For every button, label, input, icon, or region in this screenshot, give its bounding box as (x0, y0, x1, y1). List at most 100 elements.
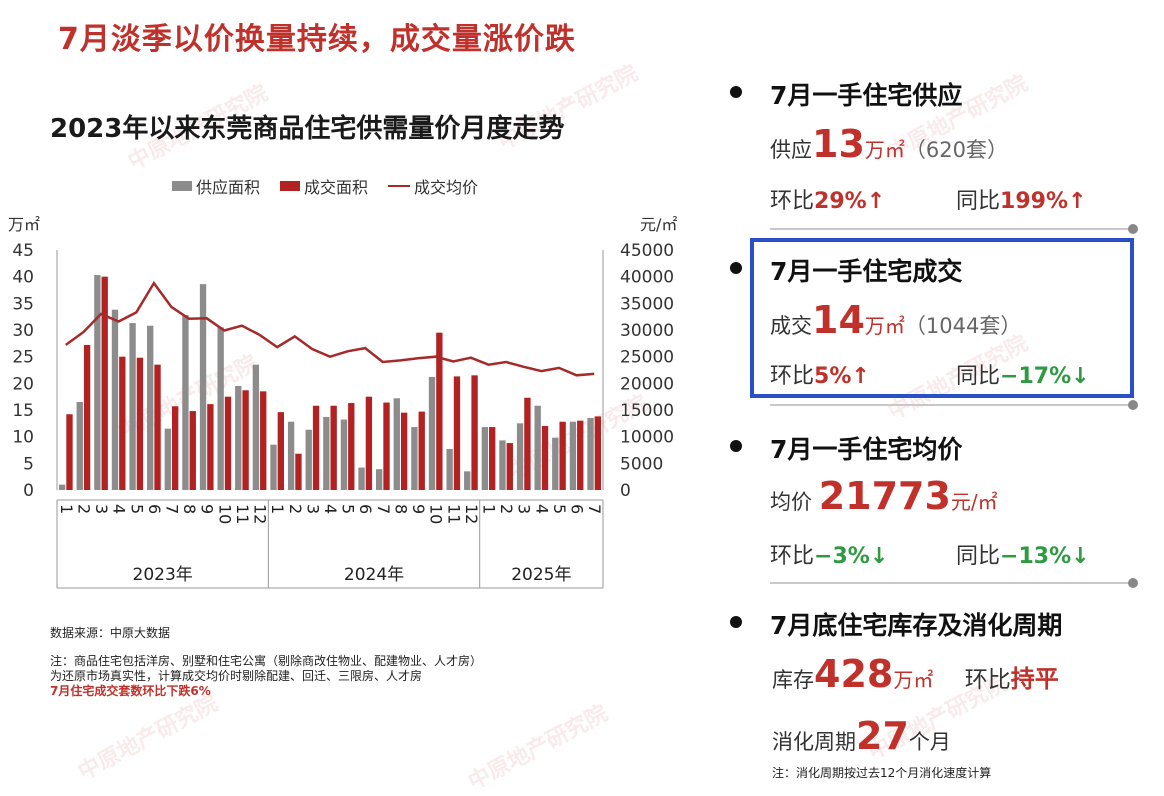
deal-bar (541, 426, 549, 490)
supply-yoy-label: 同比 (956, 189, 1001, 214)
stock-prefix: 库存 (772, 668, 814, 692)
deal-bar (559, 421, 566, 490)
x-tick-label: 3 (303, 504, 322, 514)
x-tick-label: 10 (215, 504, 234, 524)
arrow-up-icon: ↑ (866, 189, 886, 214)
deal-bar (312, 405, 320, 490)
cycle-line: 消化周期27个月 (772, 714, 951, 758)
x-tick-label: 5 (550, 504, 569, 514)
supply-extra: （620套） (904, 138, 1008, 162)
y-right-tick-label: 20000 (620, 374, 674, 394)
y-right-tick-label: 10000 (620, 428, 674, 448)
stock-mom-value: 持平 (1010, 665, 1059, 693)
supply-bar (58, 484, 66, 490)
x-tick-label: 12 (462, 504, 481, 524)
supply-mom-value: 29% (814, 189, 867, 214)
price-unit: 元/㎡ (950, 490, 998, 514)
x-tick-label: 3 (92, 504, 111, 514)
note-highlight: 7月住宅成交套数环比下跌6% (50, 684, 211, 698)
deal-bar (171, 406, 179, 490)
arrow-down-icon: ↓ (1071, 544, 1090, 569)
deal-bar (524, 397, 531, 490)
y-left-tick-label: 40 (12, 268, 34, 288)
deal-yoy-label: 同比 (956, 364, 1001, 389)
bullet-icon (730, 440, 742, 452)
supply-value-line: 供应13万㎡（620套） (770, 122, 1008, 166)
deal-bar (471, 375, 478, 490)
notes: 注：商品住宅包括洋房、别墅和住宅公寓（剔除商改住物业、配建物业、人才房） 为还原… (50, 654, 482, 699)
chart-title: 2023年以来东莞商品住宅供需量价月度走势 (50, 114, 565, 144)
supply-bar (358, 467, 365, 490)
divider (770, 404, 1130, 406)
x-tick-label: 1 (480, 504, 499, 514)
price-yoy-value: −13% (1000, 544, 1072, 569)
supply-bar (428, 376, 436, 490)
arrow-up-icon: ↑ (851, 364, 870, 389)
supply-bar (323, 416, 330, 490)
supply-bar (305, 429, 312, 490)
y-right-tick-label: 30000 (620, 321, 674, 341)
stock-title: 7月底住宅库存及消化周期 (770, 611, 1063, 640)
supply-bar (76, 402, 83, 490)
price-line (65, 280, 595, 377)
supply-bar (552, 437, 559, 490)
y-right-tick-label: 35000 (620, 294, 674, 314)
x-tick-label: 2 (74, 504, 93, 514)
x-tick-label: 6 (356, 504, 375, 514)
legend-swatch-price (388, 185, 411, 187)
stock-value: 428 (814, 652, 894, 696)
deal-bar (594, 416, 602, 490)
supply-bar (287, 421, 295, 490)
cycle-value: 27 (856, 714, 909, 758)
y-right-tick-label: 40000 (620, 268, 674, 288)
x-tick-label: 4 (321, 504, 340, 514)
supply-bar (569, 421, 577, 490)
y-left-tick-label: 25 (12, 348, 34, 368)
price-compare: 环比−3%↓ (770, 538, 888, 570)
supply-yoy-value: 199% (1000, 189, 1068, 214)
deal-bar (365, 396, 373, 490)
arrow-down-icon: ↓ (869, 544, 889, 569)
x-tick-label: 5 (339, 504, 358, 514)
deal-bar (189, 411, 196, 490)
price-value-line: 均价 21773元/㎡ (770, 474, 998, 518)
cycle-label: 消化周期 (772, 730, 856, 754)
supply-bar (111, 309, 119, 490)
x-tick-label: 8 (180, 504, 199, 514)
price-compare-yoy: 同比−13%↓ (956, 538, 1090, 570)
y-right-unit: 元/㎡ (640, 215, 677, 234)
supply-bar (199, 284, 207, 490)
price-prefix: 均价 (770, 490, 812, 514)
deal-bar (207, 404, 214, 490)
divider-dot (1128, 578, 1138, 588)
deal-value: 14 (812, 298, 865, 342)
x-tick-label: 8 (392, 504, 411, 514)
legend-label-supply: 供应面积 (196, 178, 261, 197)
divider-dot (1128, 400, 1138, 410)
supply-bar (340, 419, 348, 490)
bullet-icon (730, 86, 742, 98)
supply-bar (587, 418, 594, 490)
y-right-tick-label: 0 (620, 481, 631, 501)
deal-bar (489, 427, 496, 490)
x-tick-label: 3 (515, 504, 534, 514)
deal-bar (436, 332, 443, 490)
deal-mom-value: 5% (814, 364, 852, 389)
legend-swatch-deal (280, 181, 301, 191)
supply-prefix: 供应 (770, 138, 812, 162)
deal-bar (66, 414, 73, 490)
y-left-unit: 万㎡ (8, 215, 40, 234)
data-source: 数据来源：中原大数据 (50, 626, 171, 640)
y-right-tick-label: 5000 (620, 454, 663, 474)
supply-compare: 环比29%↑ (770, 183, 885, 215)
supply-bar (252, 364, 260, 490)
y-left-tick-label: 35 (12, 294, 34, 314)
supply-bar (235, 386, 242, 490)
supply-bar (164, 428, 171, 490)
deal-bar (400, 412, 408, 490)
x-tick-label: 2 (286, 504, 305, 514)
year-label: 2023年 (133, 565, 193, 585)
deal-yoy-value: −17% (1000, 364, 1072, 389)
divider (770, 582, 1130, 584)
deal-bar (277, 412, 285, 490)
